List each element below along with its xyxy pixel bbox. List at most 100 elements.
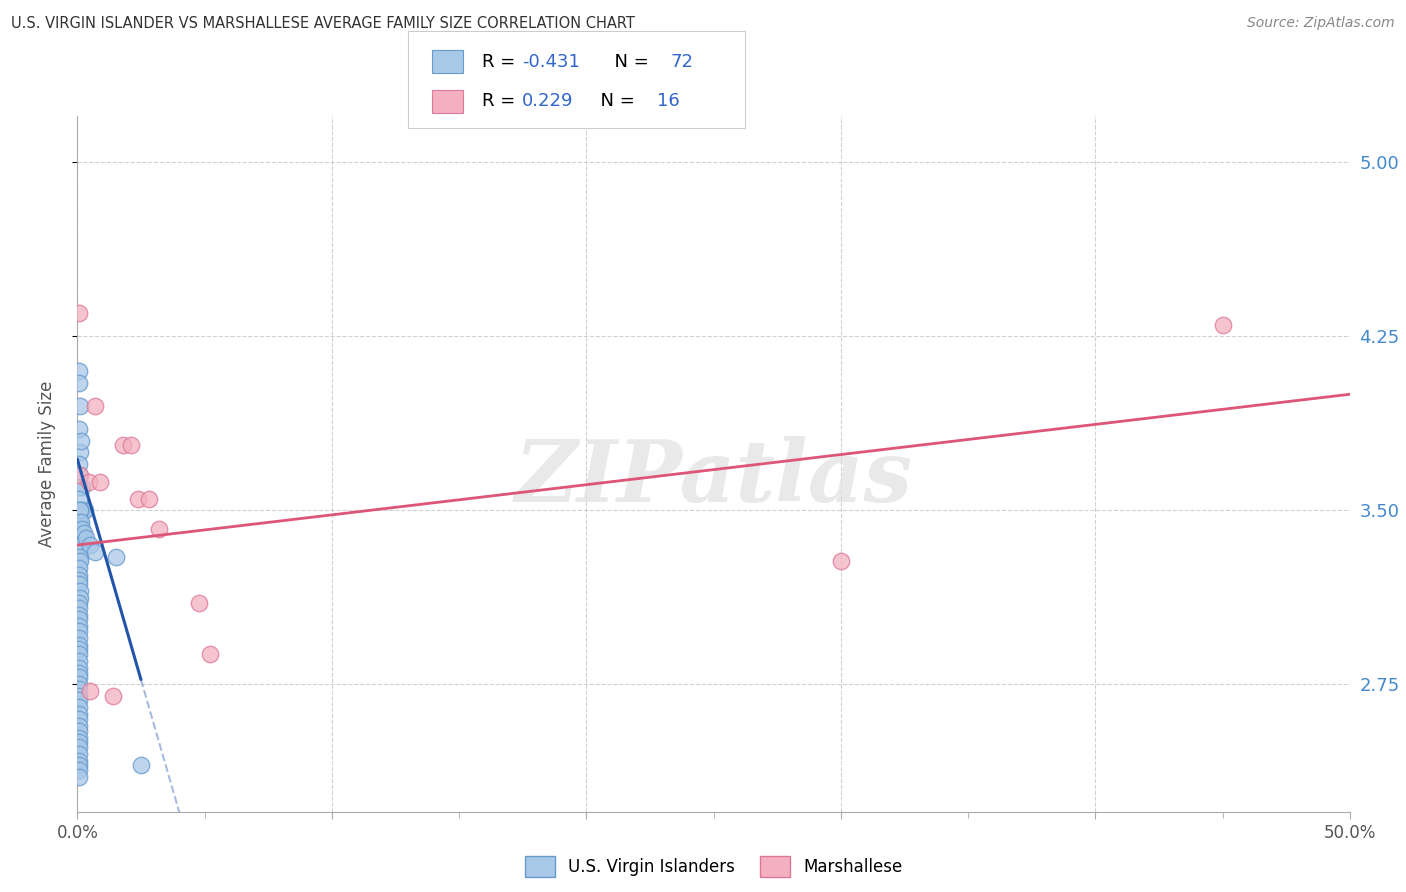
Point — [70, 531, 93, 545]
Point — [830, 554, 852, 568]
Point — [67, 707, 90, 722]
Point — [70, 480, 93, 494]
Point — [67, 480, 90, 494]
Point — [67, 770, 90, 784]
Point — [69, 445, 91, 459]
Point — [84, 399, 107, 413]
Point — [67, 700, 90, 714]
Point — [67, 306, 90, 320]
Point — [69, 554, 91, 568]
Point — [69, 584, 91, 599]
Point — [67, 693, 90, 707]
Text: 0.229: 0.229 — [522, 92, 574, 111]
Point — [67, 723, 90, 738]
Point — [67, 624, 90, 638]
Point — [148, 522, 170, 536]
Point — [77, 475, 100, 490]
Text: 16: 16 — [657, 92, 679, 111]
Point — [75, 531, 97, 545]
Point — [69, 591, 91, 606]
Text: -0.431: -0.431 — [522, 53, 579, 70]
Text: N =: N = — [603, 53, 655, 70]
Point — [67, 531, 90, 545]
Point — [67, 491, 90, 506]
Point — [72, 522, 94, 536]
Point — [67, 619, 90, 633]
Point — [67, 468, 90, 483]
Point — [67, 681, 90, 696]
Y-axis label: Average Family Size: Average Family Size — [38, 381, 56, 547]
Text: U.S. VIRGIN ISLANDER VS MARSHALLESE AVERAGE FAMILY SIZE CORRELATION CHART: U.S. VIRGIN ISLANDER VS MARSHALLESE AVER… — [11, 16, 636, 31]
Point — [67, 735, 90, 749]
Point — [72, 503, 94, 517]
Point — [129, 758, 152, 772]
Point — [67, 607, 90, 622]
Point — [67, 612, 90, 626]
Point — [67, 747, 90, 761]
Point — [73, 526, 96, 541]
Point — [73, 503, 96, 517]
Point — [67, 677, 90, 691]
Point — [67, 600, 90, 615]
Point — [67, 719, 90, 733]
Point — [188, 596, 211, 610]
Point — [101, 689, 124, 703]
Text: ZIPatlas: ZIPatlas — [515, 436, 912, 519]
Point — [69, 549, 91, 564]
Point — [67, 754, 90, 768]
Point — [67, 642, 90, 657]
Point — [67, 538, 90, 552]
Point — [67, 422, 90, 436]
Point — [67, 577, 90, 591]
Point — [79, 684, 101, 698]
Point — [69, 503, 91, 517]
Point — [67, 763, 90, 777]
Point — [67, 376, 90, 390]
Point — [67, 573, 90, 587]
Point — [69, 468, 91, 483]
Point — [104, 549, 127, 564]
Point — [127, 491, 149, 506]
Point — [67, 731, 90, 745]
Text: R =: R = — [482, 92, 522, 111]
Text: Source: ZipAtlas.com: Source: ZipAtlas.com — [1247, 16, 1395, 30]
Text: R =: R = — [482, 53, 522, 70]
Point — [67, 689, 90, 703]
Point — [67, 457, 90, 471]
Text: 72: 72 — [671, 53, 693, 70]
Point — [67, 758, 90, 772]
Point — [73, 503, 96, 517]
Point — [67, 712, 90, 726]
Point — [69, 399, 91, 413]
Point — [67, 665, 90, 680]
Point — [67, 739, 90, 754]
Point — [67, 670, 90, 684]
Point — [67, 654, 90, 668]
Point — [89, 475, 111, 490]
Point — [67, 515, 90, 529]
Point — [198, 647, 221, 661]
Point — [67, 568, 90, 582]
Point — [70, 515, 93, 529]
Point — [67, 561, 90, 575]
Point — [69, 515, 91, 529]
Point — [84, 545, 107, 559]
Point — [67, 631, 90, 645]
Point — [138, 491, 160, 506]
Point — [72, 538, 94, 552]
Legend: U.S. Virgin Islanders, Marshallese: U.S. Virgin Islanders, Marshallese — [517, 850, 910, 883]
Point — [120, 438, 142, 452]
Point — [67, 522, 90, 536]
Point — [70, 434, 93, 448]
Point — [1212, 318, 1234, 332]
Point — [67, 638, 90, 652]
Point — [69, 503, 91, 517]
Point — [67, 364, 90, 378]
Point — [70, 526, 93, 541]
Point — [69, 545, 91, 559]
Point — [79, 538, 101, 552]
Point — [67, 596, 90, 610]
Text: N =: N = — [589, 92, 641, 111]
Point — [67, 661, 90, 675]
Point — [67, 647, 90, 661]
